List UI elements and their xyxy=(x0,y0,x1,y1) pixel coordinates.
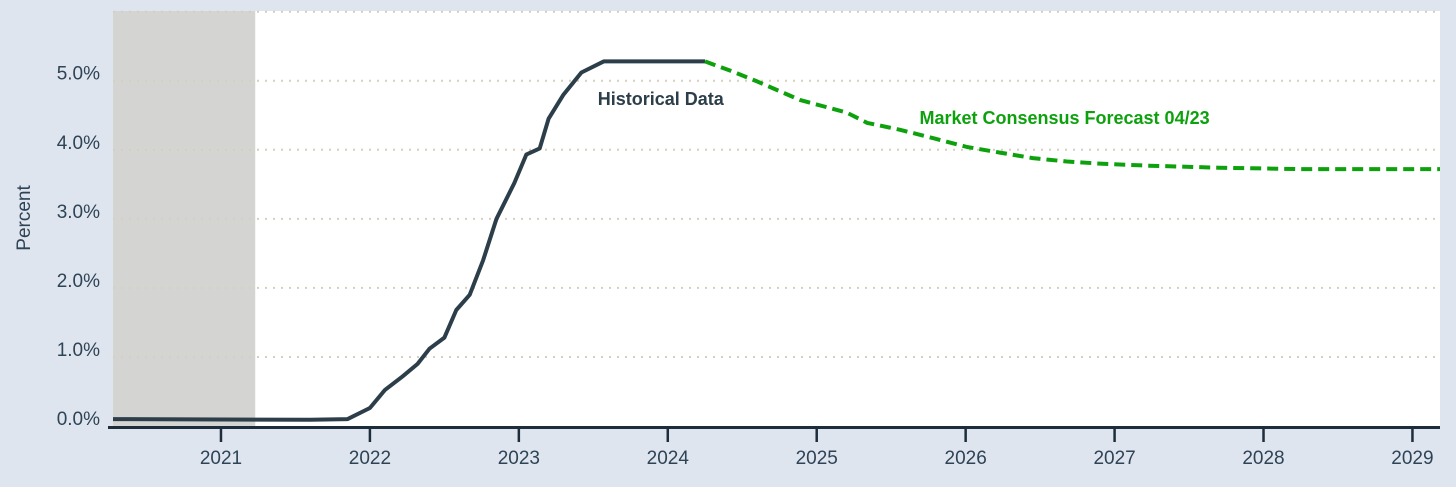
y-axis-label: 1.0% xyxy=(57,340,100,361)
x-axis-label: 2021 xyxy=(200,448,242,469)
historical-data-label: Historical Data xyxy=(598,89,725,109)
x-axis-label: 2027 xyxy=(1093,448,1135,469)
forecast-label: Market Consensus Forecast 04/23 xyxy=(919,108,1209,128)
shaded-region xyxy=(113,11,256,426)
y-axis-label: 3.0% xyxy=(57,202,100,223)
x-axis-label: 2023 xyxy=(498,448,540,469)
y-axis-label: 2.0% xyxy=(57,271,100,292)
y-axis-title: Percent xyxy=(14,185,35,251)
x-axis-label: 2025 xyxy=(796,448,838,469)
historical-line xyxy=(112,59,705,422)
y-axis-label: 5.0% xyxy=(57,64,100,85)
x-axis-label: 2022 xyxy=(349,448,391,469)
y-axis-label: 0.0% xyxy=(57,409,100,430)
x-axis-label: 2029 xyxy=(1391,448,1433,469)
x-axis-label: 2028 xyxy=(1242,448,1284,469)
x-axis-label: 2026 xyxy=(945,448,987,469)
x-axis-label: 2024 xyxy=(647,448,690,469)
forecast-line xyxy=(704,59,1440,172)
plot-area xyxy=(113,11,1440,426)
y-axis-label: 4.0% xyxy=(57,133,100,154)
